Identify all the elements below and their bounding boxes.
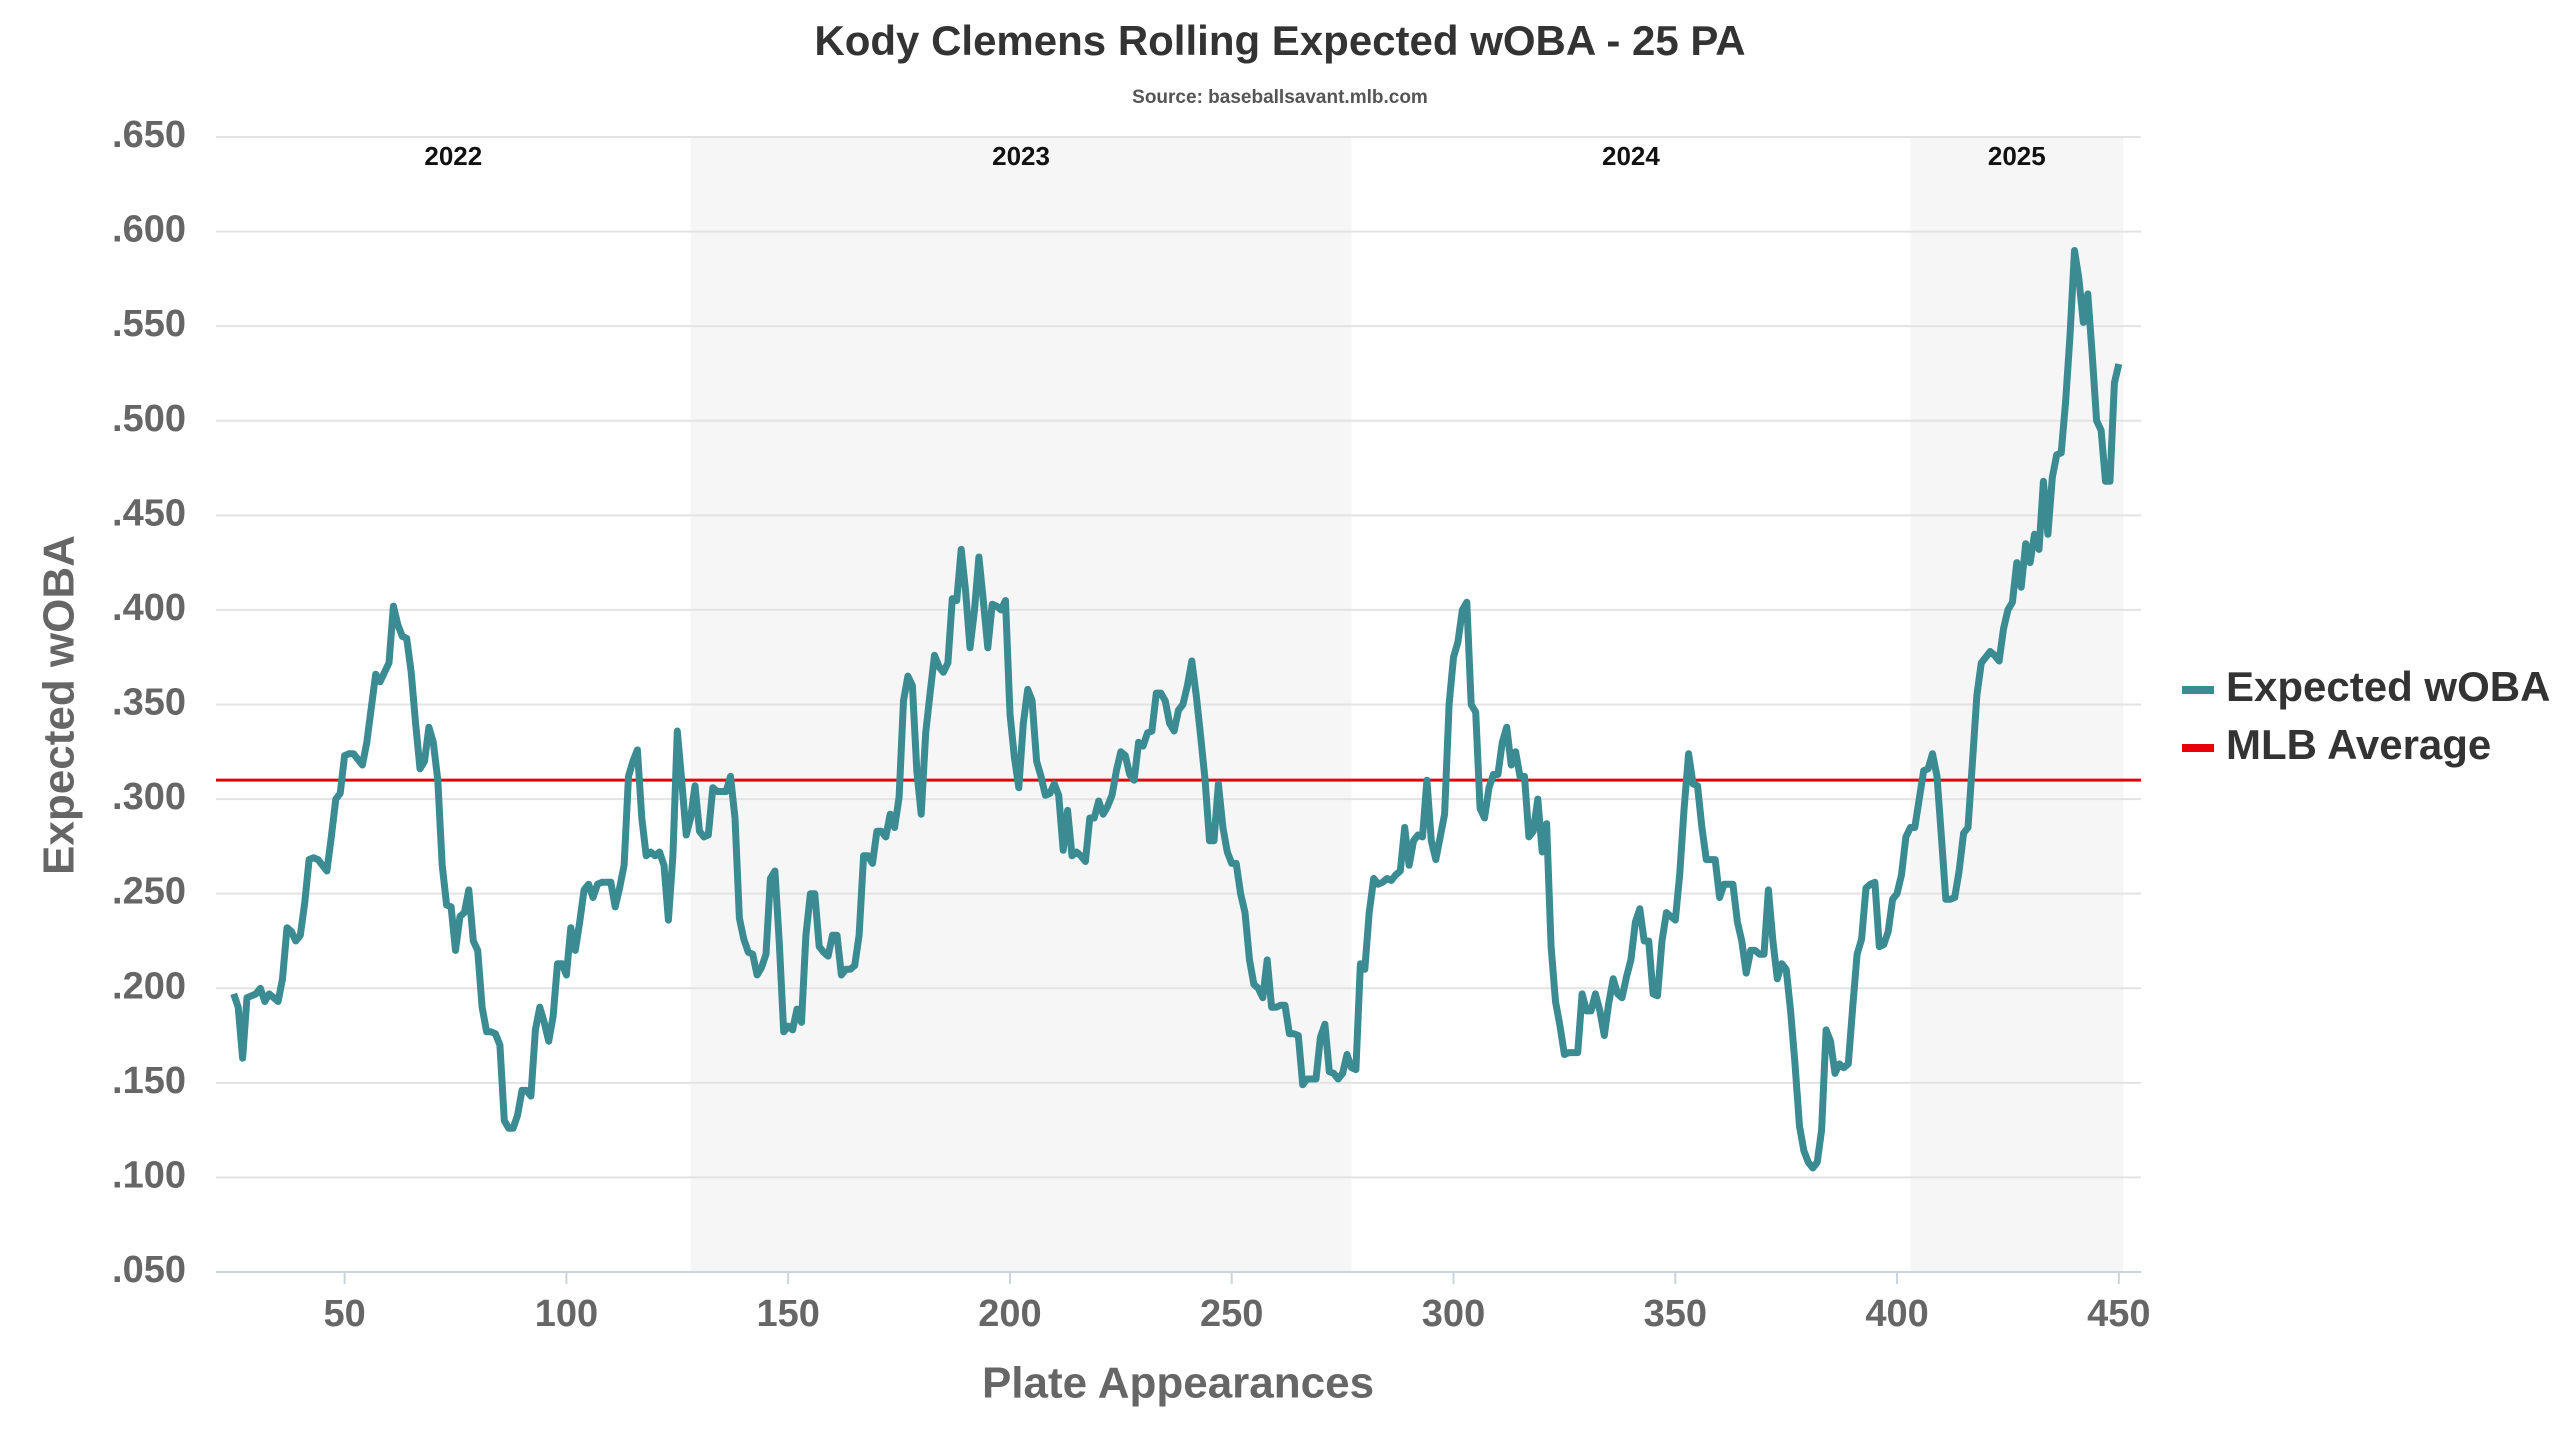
y-tick-label: .400	[112, 587, 186, 629]
y-tick-label: .450	[112, 492, 186, 534]
x-tick-label: 200	[978, 1293, 1041, 1335]
season-label: 2022	[424, 141, 482, 171]
y-tick-label: .600	[112, 209, 186, 251]
x-tick-label: 350	[1644, 1293, 1707, 1335]
y-tick-label: .300	[112, 776, 186, 818]
season-label: 2023	[992, 141, 1050, 171]
chart-title: Kody Clemens Rolling Expected wOBA - 25 …	[814, 17, 1745, 64]
y-tick-label: .500	[112, 398, 186, 440]
legend-label: Expected wOBA	[2226, 663, 2550, 710]
y-tick-label: .050	[112, 1249, 186, 1291]
x-tick-label: 300	[1422, 1293, 1485, 1335]
y-axis-label: Expected wOBA	[35, 535, 84, 875]
y-tick-label: .150	[112, 1060, 186, 1102]
data-line	[230, 247, 2123, 1172]
y-tick-label: .350	[112, 682, 186, 724]
season-label: 2024	[1602, 141, 1660, 171]
x-tick-label: 450	[2087, 1293, 2150, 1335]
y-tick-label: .250	[112, 871, 186, 913]
x-tick-label: 250	[1200, 1293, 1263, 1335]
chart-subtitle: Source: baseballsavant.mlb.com	[1132, 87, 1428, 108]
x-tick-label: 150	[756, 1293, 819, 1335]
y-tick-label: .100	[112, 1154, 186, 1196]
y-tick-label: .550	[112, 303, 186, 345]
x-tick-label: 50	[323, 1293, 365, 1335]
x-axis-label: Plate Appearances	[982, 1359, 1374, 1408]
y-tick-label: .200	[112, 965, 186, 1007]
legend-label: MLB Average	[2226, 721, 2491, 768]
season-label: 2025	[1988, 141, 2046, 171]
x-tick-label: 400	[1865, 1293, 1928, 1335]
y-tick-label: .650	[112, 114, 186, 156]
x-tick-label: 100	[535, 1293, 598, 1335]
